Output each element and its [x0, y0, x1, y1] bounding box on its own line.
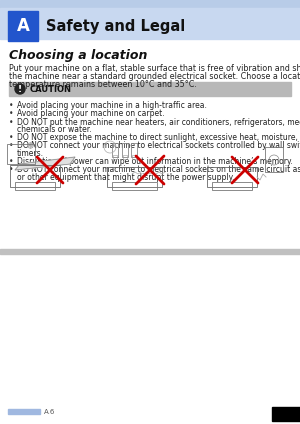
Text: •: • — [9, 109, 14, 118]
Bar — [8, 409, 40, 414]
Bar — [272, 407, 300, 421]
Text: DO NOT connect your machine to electrical sockets on the same circuit as large a: DO NOT connect your machine to electrica… — [17, 165, 300, 174]
Text: Safety and Legal: Safety and Legal — [46, 19, 185, 33]
Text: CAUTION: CAUTION — [30, 84, 72, 94]
Text: DO NOT put the machine near heaters, air conditioners, refrigerators, medical eq: DO NOT put the machine near heaters, air… — [17, 118, 300, 127]
Text: !: ! — [18, 84, 22, 94]
Text: •: • — [9, 133, 14, 142]
Bar — [10, 165, 60, 187]
Bar — [112, 143, 118, 157]
Text: Disruption of power can wipe out information in the machine’s memory.: Disruption of power can wipe out informa… — [17, 156, 293, 165]
Bar — [265, 147, 283, 172]
Text: •: • — [9, 101, 14, 110]
Bar — [107, 167, 162, 187]
Bar — [8, 11, 38, 41]
Bar — [0, 8, 300, 39]
Bar — [131, 143, 137, 157]
Polygon shape — [15, 157, 75, 170]
Text: Avoid placing your machine in a high-traffic area.: Avoid placing your machine in a high-tra… — [17, 101, 207, 110]
Bar — [123, 155, 127, 159]
Text: chemicals or water.: chemicals or water. — [17, 126, 92, 134]
Bar — [7, 144, 35, 164]
Bar — [113, 155, 117, 159]
Bar — [132, 155, 136, 159]
Bar — [9, 82, 291, 96]
Text: Choosing a location: Choosing a location — [9, 49, 147, 62]
Text: •: • — [9, 142, 14, 151]
Text: •: • — [9, 165, 14, 174]
Text: DO NOT connect your machine to electrical sockets controlled by wall switches or: DO NOT connect your machine to electrica… — [17, 142, 300, 151]
Text: A: A — [16, 17, 29, 35]
Text: •: • — [9, 118, 14, 127]
Bar — [112, 182, 157, 190]
Bar — [122, 143, 128, 157]
Circle shape — [15, 84, 25, 94]
Text: DO NOT expose the machine to direct sunlight, excessive heat, moisture, or dust.: DO NOT expose the machine to direct sunl… — [17, 133, 300, 142]
Text: A.6: A.6 — [44, 409, 56, 415]
Text: Avoid placing your machine on carpet.: Avoid placing your machine on carpet. — [17, 109, 165, 118]
Bar — [0, 249, 300, 254]
Text: Put your machine on a flat, stable surface that is free of vibration and shocks,: Put your machine on a flat, stable surfa… — [9, 64, 300, 73]
Text: or other equipment that might disrupt the power supply.: or other equipment that might disrupt th… — [17, 173, 234, 181]
Bar — [212, 182, 252, 190]
Bar — [15, 182, 55, 190]
Text: timers.: timers. — [17, 149, 44, 158]
Text: •: • — [9, 156, 14, 165]
Text: the machine near a standard grounded electrical socket. Choose a location where : the machine near a standard grounded ele… — [9, 72, 300, 81]
Bar — [207, 167, 257, 187]
Text: temperature remains between 10°C and 35°C.: temperature remains between 10°C and 35°… — [9, 80, 197, 89]
Bar — [0, 0, 300, 8]
